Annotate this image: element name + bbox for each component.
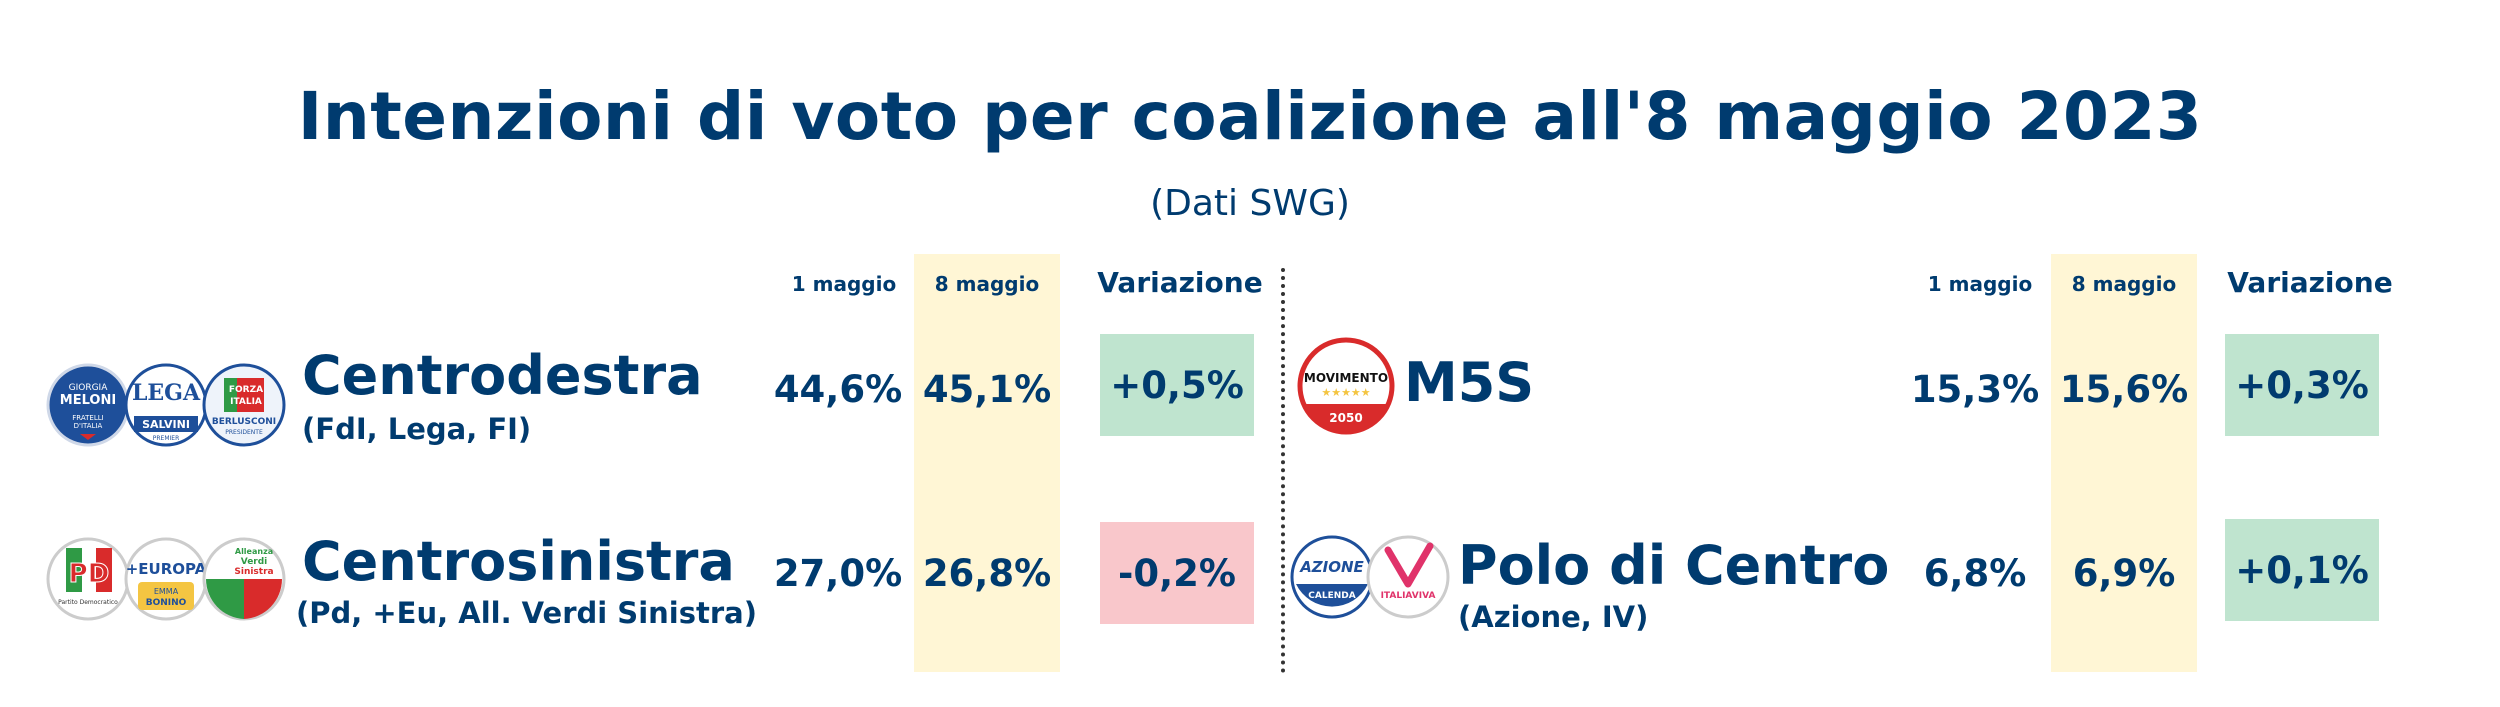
svg-text:LEGA: LEGA — [132, 380, 201, 406]
svg-text:MOVIMENTO: MOVIMENTO — [1304, 371, 1388, 385]
pd-logo: PD Partito Democratico — [46, 537, 130, 621]
highlight-column-left — [914, 254, 1060, 672]
svg-text:AZIONE: AZIONE — [1299, 558, 1364, 576]
change-badge-polo-di-centro: +0,1% — [2225, 519, 2379, 621]
svg-text:Sinistra: Sinistra — [234, 567, 273, 577]
row-detail-centrodestra: (FdI, Lega, FI) — [302, 412, 532, 446]
col-header-1-maggio-right: 1 maggio — [1927, 272, 2033, 296]
value-8-maggio-m5s: 15,6% — [2059, 368, 2189, 411]
col-header-1-maggio-left: 1 maggio — [791, 272, 897, 296]
chart-title: Intenzioni di voto per coalizione all'8 … — [297, 78, 2203, 155]
svg-text:BONINO: BONINO — [146, 598, 187, 608]
azione-logo: AZIONE CALENDA — [1290, 535, 1374, 619]
value-1-maggio-centrodestra: 44,6% — [773, 368, 903, 411]
meloni-fdi-logo: GIORGIA MELONI FRATELLI D'ITALIA LEGA SA… — [46, 363, 286, 447]
italia-viva-logo: ITALIAVIVA — [1366, 535, 1450, 619]
svg-text:PD: PD — [69, 559, 110, 589]
row-name-polo-di-centro: Polo di Centro — [1458, 534, 1890, 597]
svg-text:Verdi: Verdi — [241, 557, 268, 567]
svg-text:CALENDA: CALENDA — [1308, 591, 1355, 601]
column-divider — [1281, 268, 1285, 673]
highlight-column-right — [2051, 254, 2197, 672]
svg-text:Partito Democratico: Partito Democratico — [58, 599, 118, 606]
col-header-8-maggio-left: 8 maggio — [934, 272, 1040, 296]
verdi-sinistra-logo: Alleanza Verdi Sinistra — [202, 537, 286, 621]
chart-subtitle: (Dati SWG) — [1150, 183, 1350, 224]
svg-text:FRATELLI: FRATELLI — [72, 414, 103, 422]
svg-text:PRESIDENTE: PRESIDENTE — [225, 429, 263, 436]
movimento-5-stelle-logo: MOVIMENTO ★★★★★ 2050 — [1297, 337, 1395, 435]
value-8-maggio-polo-di-centro: 6,9% — [2072, 552, 2176, 595]
change-badge-m5s: +0,3% — [2225, 334, 2379, 436]
col-header-variazione-right: Variazione — [2227, 266, 2393, 299]
svg-text:ITALIA: ITALIA — [230, 397, 262, 407]
svg-text:PREMIER: PREMIER — [153, 435, 179, 442]
col-header-variazione-left: Variazione — [1097, 266, 1263, 299]
change-badge-centrodestra: +0,5% — [1100, 334, 1254, 436]
svg-text:2050: 2050 — [1329, 411, 1362, 425]
svg-text:GIORGIA: GIORGIA — [69, 383, 109, 393]
centrosinistra-logos: PD Partito Democratico +EUROPA EMMA BONI… — [46, 534, 286, 624]
col-header-8-maggio-right: 8 maggio — [2071, 272, 2177, 296]
svg-text:MELONI: MELONI — [60, 393, 116, 408]
svg-text:BERLUSCONI: BERLUSCONI — [212, 417, 276, 427]
polo-logos: AZIONE CALENDA ITALIAVIVA — [1290, 532, 1450, 622]
centrodestra-logos: GIORGIA MELONI FRATELLI D'ITALIA LEGA SA… — [46, 360, 286, 450]
value-8-maggio-centrosinistra: 26,8% — [922, 552, 1052, 595]
row-name-centrosinistra: Centrosinistra — [302, 530, 735, 593]
value-1-maggio-m5s: 15,3% — [1910, 368, 2040, 411]
svg-text:FORZA: FORZA — [229, 385, 263, 395]
value-1-maggio-centrosinistra: 27,0% — [773, 552, 903, 595]
change-badge-centrosinistra: -0,2% — [1100, 522, 1254, 624]
svg-text:Alleanza: Alleanza — [235, 547, 273, 556]
row-detail-polo-di-centro: (Azione, IV) — [1458, 600, 1649, 634]
svg-text:D'ITALIA: D'ITALIA — [74, 422, 103, 430]
svg-text:★★★★★: ★★★★★ — [1321, 386, 1370, 399]
m5s-logos: MOVIMENTO ★★★★★ 2050 — [1296, 336, 1396, 436]
lega-salvini-logo: LEGA SALVINI PREMIER — [124, 363, 208, 447]
piu-europa-logo: +EUROPA EMMA BONINO — [124, 537, 208, 621]
row-name-m5s: M5S — [1404, 351, 1535, 414]
meloni-fdi-logo: GIORGIA MELONI FRATELLI D'ITALIA — [46, 363, 130, 447]
value-8-maggio-centrodestra: 45,1% — [922, 368, 1052, 411]
row-detail-centrosinistra: (Pd, +Eu, All. Verdi Sinistra) — [296, 596, 757, 630]
svg-text:SALVINI: SALVINI — [142, 418, 190, 431]
forza-italia-logo: FORZA ITALIA BERLUSCONI PRESIDENTE — [202, 363, 286, 447]
svg-text:EMMA: EMMA — [154, 587, 179, 596]
value-1-maggio-polo-di-centro: 6,8% — [1923, 552, 2027, 595]
svg-text:ITALIAVIVA: ITALIAVIVA — [1381, 591, 1436, 601]
svg-text:+EUROPA: +EUROPA — [126, 560, 207, 578]
row-name-centrodestra: Centrodestra — [302, 344, 703, 407]
